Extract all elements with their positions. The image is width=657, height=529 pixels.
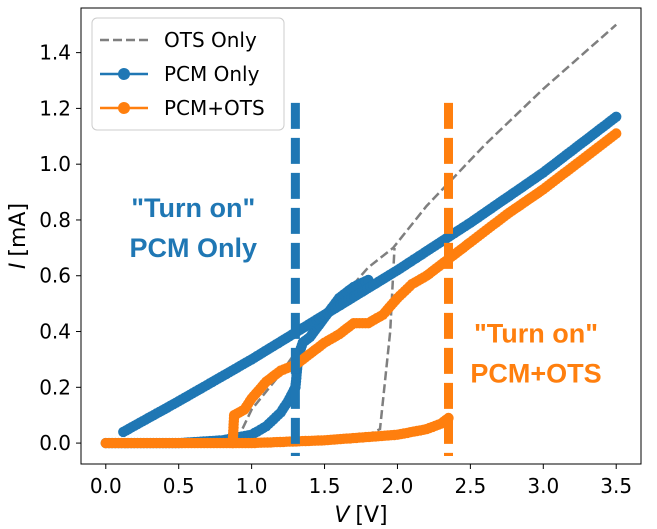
legend-pcm-label: PCM Only xyxy=(164,62,260,86)
x-tick-label: 1.0 xyxy=(236,474,268,498)
y-axis-variable: I xyxy=(6,263,31,270)
x-axis-unit: [V] xyxy=(355,503,387,528)
series-pcm-only xyxy=(100,111,622,449)
legend-ots-label: OTS Only xyxy=(164,28,257,52)
axes-frame xyxy=(80,7,642,465)
annotation-line: PCM+OTS xyxy=(470,359,601,389)
x-axis-label: V [V] xyxy=(334,503,387,528)
y-tick-label: 0.8 xyxy=(39,208,71,232)
axis-ticks: 0.0 0.5 1.0 1.5 2.0 2.5 3.0 3.5 0.0 0.2 0.4 0.6 0.8 1… xyxy=(39,41,632,498)
legend-box xyxy=(91,17,285,131)
data-point xyxy=(611,111,622,123)
series-pcm-ots xyxy=(100,128,622,449)
pcm-annotation: "Turn on" PCM Only xyxy=(130,193,258,263)
x-tick-label: 0.0 xyxy=(90,474,122,498)
x-tick-label: 2.5 xyxy=(454,474,486,498)
annotation-line: "Turn on" xyxy=(474,319,598,349)
legend-pcm-marker xyxy=(118,68,130,80)
data-point xyxy=(611,128,622,139)
y-tick-label: 1.2 xyxy=(39,96,71,120)
x-tick-label: 2.0 xyxy=(382,474,414,498)
y-axis-label: I [mA] xyxy=(6,203,31,269)
x-tick-label: 0.5 xyxy=(163,474,195,498)
annotation-line: "Turn on" xyxy=(131,193,255,223)
x-tick-label: 3.0 xyxy=(527,474,559,498)
y-tick-label: 0.2 xyxy=(39,375,71,399)
y-tick-label: 0.0 xyxy=(39,431,71,455)
annotations: "Turn on" PCM Only "Turn on" PCM+OTS xyxy=(130,193,602,389)
y-axis-unit: [mA] xyxy=(6,203,31,257)
x-axis-variable: V xyxy=(334,503,351,528)
y-tick-label: 0.4 xyxy=(39,320,71,344)
legend: OTS Only PCM Only PCM+OTS xyxy=(91,17,285,131)
plot-area xyxy=(100,23,622,456)
x-tick-label: 3.5 xyxy=(600,474,632,498)
y-tick-label: 0.6 xyxy=(39,264,71,288)
series-line xyxy=(105,386,297,445)
legend-pcmots-label: PCM+OTS xyxy=(164,96,265,120)
legend-pcmots-marker xyxy=(118,102,130,114)
y-tick-label: 1.4 xyxy=(39,41,71,65)
series-line xyxy=(235,23,618,441)
x-tick-label: 1.5 xyxy=(309,474,341,498)
annotation-line: PCM Only xyxy=(130,233,258,263)
y-tick-label: 1.0 xyxy=(39,152,71,176)
pcmots-annotation: "Turn on" PCM+OTS xyxy=(470,319,601,389)
